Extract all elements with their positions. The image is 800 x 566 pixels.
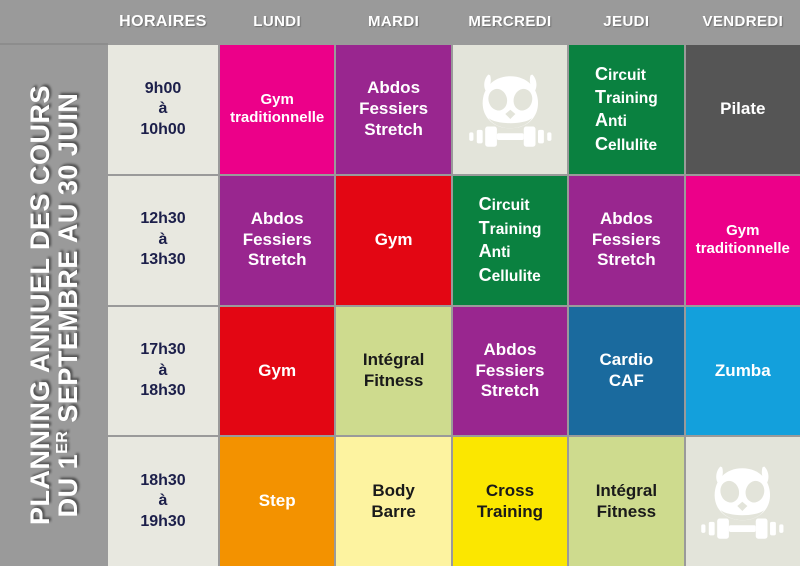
course-cell-jeudi-3[interactable]: Cardio CAF xyxy=(569,306,684,436)
time-start: 12h30 xyxy=(140,210,186,228)
time-separator: à xyxy=(158,100,168,118)
course-cell-jeudi-1[interactable]: Circuit Training Anti Cellulite xyxy=(569,45,684,174)
course-cell-jeudi-4[interactable]: Intégral Fitness xyxy=(569,437,684,566)
course-cell-mercredi-4[interactable]: Cross Training xyxy=(452,437,568,566)
time-slot-3: 17h30 à 18h30 xyxy=(108,306,218,436)
poster-title-du: DU 1 xyxy=(52,453,83,518)
schedule-table: HORAIRES LUNDI MARDI MERCREDI JEUDI VENDREDI 9… xyxy=(108,0,800,566)
title-gutter: PLANNING ANNUEL DES COURS DU 1ER SEPTEMB… xyxy=(0,0,108,566)
time-slot-4: 18h30 à 19h30 xyxy=(108,437,218,566)
course-cell-lundi-4[interactable]: Step xyxy=(220,437,335,566)
course-cell-lundi-1[interactable]: Gym traditionnelle xyxy=(220,45,335,174)
time-slot-1: 9h00 à 10h00 xyxy=(108,45,218,174)
header-day-lundi: LUNDI xyxy=(220,0,335,43)
course-label: Gym xyxy=(374,229,413,249)
course-label: Circuit Training Anti Cellulite xyxy=(595,63,658,154)
time-separator: à xyxy=(158,361,168,379)
time-start: 17h30 xyxy=(140,341,186,359)
time-separator: à xyxy=(158,492,168,510)
course-label: Cross Training xyxy=(476,480,544,521)
time-end: 13h30 xyxy=(140,251,186,269)
course-label: Intégral Fitness xyxy=(595,480,658,521)
panda-dumbbell-logo xyxy=(686,437,800,566)
course-cell-mardi-4[interactable]: Body Barre xyxy=(336,437,451,566)
course-label: Abdos Fessiers Stretch xyxy=(359,78,429,139)
time-slot-2: 12h30 à 13h30 xyxy=(108,175,218,305)
poster-title-date-range: SEPTEMBRE AU 30 JUIN xyxy=(52,92,83,431)
panda-dumbbell-logo xyxy=(453,45,567,174)
course-cell-mardi-2[interactable]: Gym xyxy=(336,175,451,305)
course-cell-vendredi-4 xyxy=(685,437,800,566)
course-label: Pilate xyxy=(720,99,766,118)
gutter-divider xyxy=(0,43,108,45)
course-label: Step xyxy=(258,491,296,511)
course-label: Abdos Fessiers Stretch xyxy=(475,339,545,401)
poster-title-line-2: DU 1ER SEPTEMBRE AU 30 JUIN xyxy=(52,92,83,518)
course-label: Intégral Fitness xyxy=(362,350,425,390)
course-label: Gym traditionnelle xyxy=(230,91,325,127)
time-start: 18h30 xyxy=(140,471,186,489)
poster-title: PLANNING ANNUEL DES COURS DU 1ER SEPTEMB… xyxy=(0,44,108,566)
header-day-vendredi: VENDREDI xyxy=(685,0,800,43)
time-end: 10h00 xyxy=(140,120,186,138)
course-label: Gym traditionnelle xyxy=(695,221,790,258)
course-label: Cardio CAF xyxy=(599,350,654,390)
course-label: Circuit Training Anti Cellulite xyxy=(478,194,542,285)
time-separator: à xyxy=(158,230,168,248)
poster-title-superscript: ER xyxy=(53,430,71,454)
course-cell-mardi-3[interactable]: Intégral Fitness xyxy=(336,306,451,436)
course-cell-mardi-1[interactable]: Abdos Fessiers Stretch xyxy=(336,45,451,174)
header-day-jeudi: JEUDI xyxy=(569,0,684,43)
time-end: 18h30 xyxy=(140,382,186,400)
header-day-mardi: MARDI xyxy=(336,0,451,43)
course-cell-vendredi-1[interactable]: Pilate xyxy=(685,45,800,174)
time-start: 9h00 xyxy=(144,79,182,97)
course-label: Body Barre xyxy=(371,480,416,521)
course-cell-vendredi-2[interactable]: Gym traditionnelle xyxy=(685,175,800,305)
time-end: 19h30 xyxy=(140,512,186,530)
header-horaires: HORAIRES xyxy=(108,0,218,43)
course-cell-vendredi-3[interactable]: Zumba xyxy=(685,306,800,436)
course-label: Abdos Fessiers Stretch xyxy=(591,209,661,270)
course-cell-mercredi-3[interactable]: Abdos Fessiers Stretch xyxy=(452,306,568,436)
course-cell-mercredi-1 xyxy=(452,45,568,174)
header-day-mercredi: MERCREDI xyxy=(452,0,568,43)
course-label: Abdos Fessiers Stretch xyxy=(242,209,312,270)
course-cell-mercredi-2[interactable]: Circuit Training Anti Cellulite xyxy=(452,175,568,305)
course-label: Zumba xyxy=(714,360,771,380)
course-cell-lundi-2[interactable]: Abdos Fessiers Stretch xyxy=(220,175,335,305)
poster-title-line-1: PLANNING ANNUEL DES COURS xyxy=(24,84,55,526)
course-cell-jeudi-2[interactable]: Abdos Fessiers Stretch xyxy=(569,175,684,305)
course-label: Gym xyxy=(258,360,297,380)
course-cell-lundi-3[interactable]: Gym xyxy=(220,306,335,436)
